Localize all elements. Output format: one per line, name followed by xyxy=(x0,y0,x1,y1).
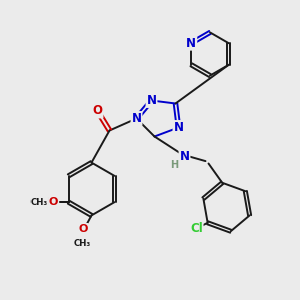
Text: O: O xyxy=(45,197,55,207)
Text: H: H xyxy=(170,160,179,170)
Text: O: O xyxy=(49,197,58,207)
Text: CH₃: CH₃ xyxy=(74,239,91,248)
Text: N: N xyxy=(186,37,196,50)
Text: N: N xyxy=(146,94,157,107)
Text: methoxy: methoxy xyxy=(36,199,42,200)
Text: O: O xyxy=(78,224,88,234)
Text: N: N xyxy=(173,121,184,134)
Text: Cl: Cl xyxy=(190,222,203,235)
Text: CH₃: CH₃ xyxy=(31,198,48,207)
Text: O: O xyxy=(92,104,103,118)
Text: CH₃: CH₃ xyxy=(29,198,48,207)
Text: N: N xyxy=(179,149,190,163)
Text: N: N xyxy=(131,112,142,125)
